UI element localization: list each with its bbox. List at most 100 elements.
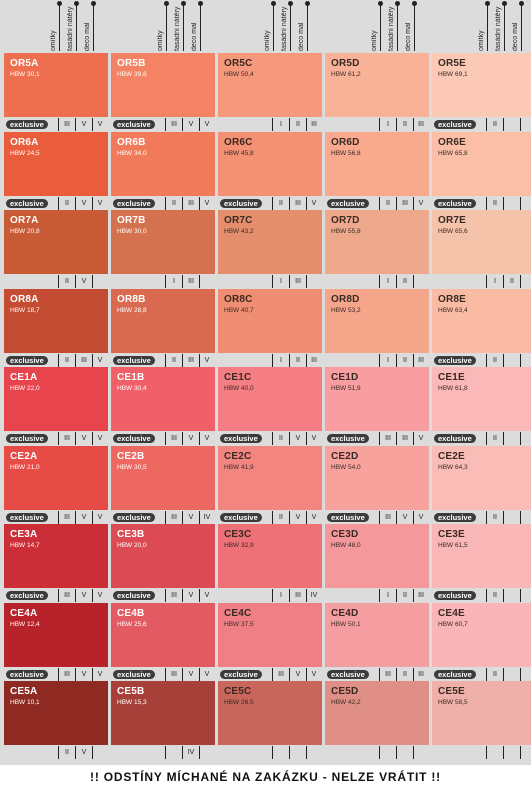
suitability-mark: II <box>65 199 69 207</box>
swatch-hbw: HBW 56,8 <box>331 149 361 157</box>
swatch-code: CE2B <box>117 450 145 462</box>
mark-separator <box>486 667 487 681</box>
suitability-mark: V <box>418 435 424 442</box>
color-swatch: CE2A HBW 21,0 <box>4 445 108 510</box>
suitability-mark: II <box>510 278 514 285</box>
suitability-mark: III <box>418 670 424 678</box>
mark-separator <box>289 510 290 524</box>
swatch-info-strip: exclusive III V V <box>111 667 215 681</box>
swatch-code: OR6E <box>438 136 467 148</box>
header-line <box>91 1 96 51</box>
exclusive-badge: exclusive <box>434 198 476 208</box>
swatch-info-strip: I III <box>111 275 215 288</box>
swatch-code: OR7C <box>224 215 253 226</box>
swatch-hbw: HBW 25,6 <box>117 620 147 628</box>
mark-separator <box>413 589 414 602</box>
color-swatch: OR5E HBW 69,1 <box>432 53 531 117</box>
suitability-mark: V <box>81 435 87 442</box>
mark-separator <box>503 432 504 445</box>
mark-separator <box>306 432 307 445</box>
mark-separator <box>199 118 200 131</box>
swatch-info-strip: exclusive II V V <box>218 510 322 524</box>
color-swatch: OR6D HBW 56,8 <box>325 131 429 196</box>
swatch-hbw: HBW 65,6 <box>438 228 468 235</box>
mark-separator <box>182 510 183 524</box>
mark-separator <box>92 589 93 602</box>
mark-separator <box>92 432 93 445</box>
mark-separator <box>165 275 166 288</box>
suitability-mark: V <box>81 670 87 678</box>
color-swatch: OR7E HBW 65,6 <box>432 210 531 274</box>
swatch-info-strip: I III <box>218 275 322 288</box>
exclusive-badge: exclusive <box>113 434 155 443</box>
mark-separator <box>165 432 166 445</box>
mark-separator <box>396 353 397 367</box>
swatch-hbw: HBW 30,0 <box>117 228 147 235</box>
swatch-info-strip: exclusive III V V <box>325 510 429 524</box>
mark-separator <box>503 510 504 524</box>
suitability-mark: V <box>97 121 103 128</box>
mark-separator <box>75 746 76 759</box>
color-swatch: CE3B HBW 20,0 <box>111 524 215 588</box>
footer-warning: !! ODSTÍNY MÍCHANÉ NA ZAKÁZKU - NELZE VR… <box>90 770 441 784</box>
exclusive-badge: exclusive <box>113 591 155 600</box>
suitability-mark: III <box>171 435 177 442</box>
color-swatch: OR5D HBW 61,2 <box>325 53 429 117</box>
suitability-mark: III <box>64 670 70 678</box>
color-swatch: CE2D HBW 54,0 <box>325 445 429 510</box>
mark-separator <box>306 667 307 681</box>
swatch-hbw: HBW 14,7 <box>10 542 40 549</box>
suitability-mark: IV <box>310 592 318 599</box>
column-header: omítky fasádní nátěry deco mal <box>325 0 429 53</box>
suitability-mark: II <box>403 356 407 364</box>
swatch-hbw: HBW 28,8 <box>117 306 147 314</box>
swatch-info-strip: exclusive III V IV <box>111 510 215 524</box>
mark-separator <box>413 196 414 210</box>
swatch-code: CE4C <box>224 607 252 619</box>
swatch-hbw: HBW 61,8 <box>438 385 468 392</box>
mark-separator <box>92 196 93 210</box>
mark-separator <box>75 667 76 681</box>
mark-separator <box>165 667 166 681</box>
swatch-code: CE5C <box>224 686 252 697</box>
swatch-code: OR7A <box>10 215 39 226</box>
swatch-code: CE3E <box>438 529 465 540</box>
swatch-hbw: HBW 24,5 <box>10 149 40 157</box>
mark-separator <box>92 118 93 131</box>
swatch-hbw: HBW 43,2 <box>224 228 254 235</box>
header-line <box>198 1 203 51</box>
mark-separator <box>289 275 290 288</box>
mark-separator <box>413 667 414 681</box>
suitability-mark: II <box>403 121 407 128</box>
swatch-hbw: HBW 18,7 <box>10 306 40 314</box>
suitability-mark: II <box>172 199 176 207</box>
color-swatch: CE5B HBW 15,3 <box>111 681 215 745</box>
suitability-mark: II <box>279 435 283 442</box>
swatch-code: OR8D <box>331 293 360 305</box>
swatch-code: OR5B <box>117 58 146 69</box>
swatch-info-strip <box>218 746 322 759</box>
suitability-mark: III <box>311 356 317 364</box>
mark-separator <box>379 667 380 681</box>
mark-separator <box>199 353 200 367</box>
swatch-code: OR8E <box>438 293 467 305</box>
suitability-mark: II <box>493 435 497 442</box>
mark-separator <box>503 353 504 367</box>
color-chart: omítky fasádní nátěry deco mal omítky fasádn… <box>0 0 531 765</box>
swatch-hbw: HBW 12,4 <box>10 620 40 628</box>
swatch-code: OR8C <box>224 293 253 305</box>
swatch-info-strip: I II III <box>325 118 429 131</box>
mark-separator <box>272 746 273 759</box>
suitability-mark: III <box>418 592 424 599</box>
mark-separator <box>272 589 273 602</box>
swatch-info-strip <box>432 746 531 759</box>
suitability-mark: III <box>385 435 391 442</box>
swatch-info-strip: exclusive III V V <box>111 589 215 602</box>
swatch-hbw: HBW 50,1 <box>331 620 361 628</box>
suitability-mark: III <box>171 513 177 521</box>
suitability-mark: II <box>493 592 497 599</box>
mark-separator <box>165 589 166 602</box>
suitability-mark: V <box>81 513 87 521</box>
header-line <box>57 1 62 51</box>
swatch-info-strip: exclusive III V V <box>111 118 215 131</box>
